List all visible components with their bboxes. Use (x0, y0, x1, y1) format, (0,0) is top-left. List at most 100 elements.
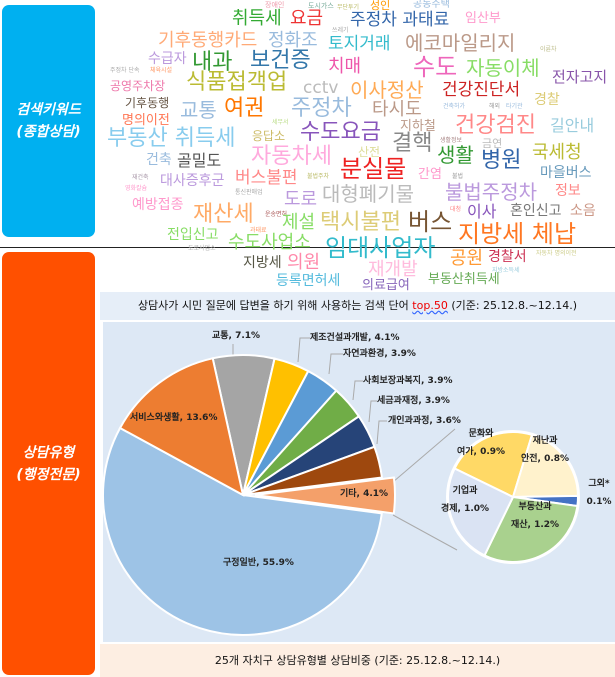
keyword: 공동주택 (413, 0, 450, 10)
keyword: 명의이전 (122, 113, 170, 128)
connector-line (392, 428, 456, 483)
keyword: 기후동행 (125, 96, 170, 110)
keyword: 자동차세 (251, 144, 332, 169)
label-other: 기타, 4.1% (340, 489, 389, 499)
keyword: 이사 (467, 202, 497, 221)
label-safety: 재난과 안전, 0.8% (517, 432, 573, 468)
keyword: 부동산 취득세 (107, 126, 236, 151)
label-service: 서비스와생활, 13.6% (130, 413, 218, 423)
keyword: 요금 (290, 8, 324, 29)
keyword: 이사정산 (350, 78, 424, 102)
sub-pie-slice-1 (511, 433, 580, 499)
keyword: 주정차 (291, 96, 352, 121)
label-etc: 그외* 0.1% (583, 475, 615, 511)
keyword: 도로 (284, 189, 318, 210)
keyword: 정화조 (268, 30, 318, 51)
section-title: 상담유형 (22, 444, 75, 461)
keyword: 지하철 (400, 119, 436, 134)
keyword: 부동산취득세 (428, 272, 500, 287)
keyword: 건강진단서 (442, 80, 521, 100)
label-traffic: 교통, 7.1% (212, 331, 261, 341)
label-line: 안전, 0.8% (520, 454, 570, 464)
connector-line (392, 514, 458, 551)
label-line: 경제, 1.0% (440, 504, 490, 514)
section-title: 검색키워드 (16, 102, 81, 118)
keyword: 예방접종 (132, 197, 184, 213)
main-pie-slice-5 (242, 445, 384, 496)
caption-highlight: top.50 (412, 299, 448, 312)
keyword: 무단투기 (337, 4, 360, 11)
label-construction: 제조건설과개발, 4.1% (310, 333, 400, 343)
keyword: 정보 (555, 183, 581, 199)
leader-line (376, 420, 387, 445)
leader-line (368, 400, 377, 423)
keyword: 교통 (180, 98, 217, 122)
keyword: 재산세 (193, 202, 254, 227)
label-welfare: 사회보장과복지, 3.9% (363, 376, 453, 386)
label-line: 부동산과 (518, 502, 552, 512)
keyword: 해외 (489, 103, 501, 110)
keyword: 의료급여 (362, 278, 410, 293)
keyword: 병원 (481, 148, 522, 173)
keyword: 간염 (418, 167, 442, 182)
word-cloud: 장애인 도시가스 무단투기 성인 공동주택 취득세 요금 주정차 과태료 임산부 쓰레기 기후동행카… (100, 0, 615, 292)
keyword: 불법주차 (307, 173, 330, 180)
leader-line (297, 337, 310, 363)
keyword: 혼인신고 (510, 203, 562, 219)
keyword: 생활정보 (440, 137, 463, 144)
keyword: 식품접객업 (186, 70, 288, 95)
keyword: 기후동행카드 (158, 30, 258, 51)
sub-pie-slice-4 (447, 467, 515, 557)
keyword: 등록면허세 (276, 273, 341, 289)
keyword: 골밀도 (177, 151, 222, 170)
keyword: 수도요금 (300, 120, 381, 145)
keyword: 타기관 (506, 103, 523, 110)
sub-pie-slice-0 (453, 431, 534, 499)
label-line: 재산, 1.2% (510, 520, 560, 530)
keyword: 택시불편 (320, 210, 401, 235)
label-line: 기업과 (452, 486, 478, 496)
keyword: 운송면허 (265, 211, 288, 218)
label-personal: 개인과과정, 3.6% (388, 416, 461, 426)
keyword: 경찰 (534, 92, 560, 108)
keyword: 분실물 (340, 155, 407, 183)
keyword: 내과 (192, 50, 233, 75)
caption-text: 상담사가 시민 질문에 답변을 하기 위해 사용하는 검색 단어 (137, 299, 413, 312)
keyword: 과태료 (250, 227, 267, 234)
keyword: 임산부 (465, 11, 501, 26)
keyword: 응답소 (252, 129, 286, 143)
keyword: 통신판매업 (235, 189, 263, 196)
main-pie-slice-6 (254, 476, 396, 515)
label-line: 0.1% (586, 497, 612, 507)
pie-chart (103, 337, 580, 636)
section-subtitle: (종합상담) (16, 124, 81, 140)
pie-chart-caption: 25개 자치구 상담유형별 상담비중 (기준: 25.12.8.~12.14.) (100, 644, 615, 677)
label-environment: 자연과환경, 3.9% (343, 349, 416, 359)
keyword: 도시가스 (308, 2, 334, 10)
keyword: 국세청 (532, 142, 582, 163)
keyword: 공영주차장 (110, 79, 166, 93)
keyword: 장애인 (265, 1, 285, 9)
keyword: 재건축 (132, 174, 149, 181)
label-line: 문화와 (468, 429, 494, 439)
label-line: 여가, 0.9% (456, 447, 506, 457)
keyword: 제설 (282, 212, 316, 233)
keyword: 대사증후군 (160, 173, 225, 189)
type-section-label: 상담유형 (행정전문) (2, 252, 95, 675)
keyword: 지방세 체납 (458, 220, 577, 248)
keyword: 길안내 (550, 116, 595, 135)
keyword: 수급자 (148, 51, 187, 67)
keyword: 주정차 과태료 (350, 10, 450, 30)
keyword: 체육시설 (150, 67, 173, 74)
keyword: 버스불편 (235, 168, 298, 188)
keyword: 버스 (408, 208, 453, 236)
keyword: 지방세 (243, 255, 282, 271)
keyword: 결핵 (392, 131, 433, 156)
keyword: 타시도 (372, 99, 422, 120)
main-pie-slice-8 (118, 357, 245, 497)
keyword: 불법주정차 (445, 180, 537, 204)
keyword: 금연 (482, 137, 503, 150)
